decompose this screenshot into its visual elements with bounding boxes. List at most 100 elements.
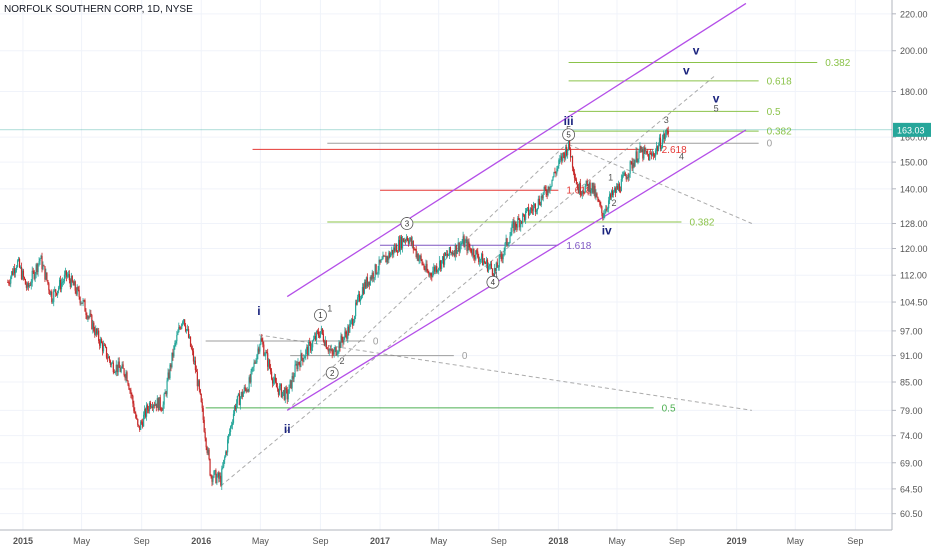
candle-body <box>548 186 550 191</box>
candle-body <box>531 209 534 211</box>
candle-body <box>24 279 27 285</box>
candle-body <box>252 366 254 368</box>
candle-body <box>208 449 210 460</box>
candle-body <box>483 261 485 266</box>
candle-body <box>604 213 606 215</box>
candle-body <box>146 405 149 410</box>
candle-body <box>101 339 103 343</box>
candle-body <box>416 253 418 258</box>
candle-body <box>377 270 379 274</box>
candle-body <box>308 342 310 356</box>
candle-body <box>575 179 578 185</box>
candle-body <box>613 188 616 192</box>
candle-body <box>48 283 50 291</box>
candle-body <box>269 359 271 369</box>
candle-body <box>15 269 17 274</box>
candle-body <box>205 438 207 448</box>
candle-body <box>99 340 101 346</box>
candle-body <box>501 257 503 260</box>
wave-label: 2 <box>339 356 344 366</box>
candle-body <box>664 134 666 139</box>
candle-body <box>289 380 291 385</box>
candle-body <box>551 179 553 186</box>
candle-body <box>124 375 126 379</box>
candle-body <box>241 392 243 397</box>
candle-body <box>22 270 25 278</box>
candle-body <box>230 425 233 427</box>
candle-body <box>444 252 447 256</box>
candle-body <box>533 203 536 207</box>
candle-body <box>50 291 52 295</box>
candle-body <box>436 266 438 273</box>
x-tick-label: May <box>73 536 91 546</box>
candle-body <box>307 346 309 356</box>
candle-body <box>97 330 99 334</box>
candle-body <box>592 182 594 193</box>
candle-body <box>537 198 539 209</box>
candle-body <box>643 147 645 159</box>
candle-body <box>136 417 138 420</box>
candle-body <box>568 138 570 150</box>
candle-body <box>223 459 225 467</box>
candle-body <box>299 363 301 367</box>
candle-body <box>54 289 56 291</box>
candle-body <box>45 272 47 280</box>
y-tick-label: 128.00 <box>900 219 928 229</box>
candle-body <box>653 153 655 156</box>
candle-body <box>49 290 51 295</box>
candle-body <box>191 348 194 352</box>
candle-body <box>175 341 177 343</box>
candle-body <box>135 413 137 418</box>
candle-body <box>119 367 121 372</box>
candle-body <box>356 297 359 303</box>
candle-body <box>69 280 71 288</box>
candle-body <box>283 390 285 400</box>
candle-body <box>398 239 400 253</box>
candle-body <box>584 185 586 193</box>
candle-body <box>35 264 37 274</box>
candle-body <box>160 408 162 410</box>
candle-body <box>611 190 614 195</box>
candle-body <box>20 266 23 279</box>
wave-label: 1 <box>327 303 332 313</box>
candle-body <box>256 354 258 363</box>
wave-label: 4 <box>679 152 684 162</box>
candle-body <box>566 147 568 156</box>
candle-body <box>166 380 168 395</box>
candle-body <box>115 364 117 373</box>
candle-body <box>120 368 122 372</box>
candle-body <box>106 357 109 359</box>
candle-body <box>441 256 444 261</box>
candle-body <box>385 255 387 263</box>
candle-body <box>298 362 300 364</box>
candle-body <box>144 409 147 417</box>
candle-body <box>147 409 150 411</box>
candle-body <box>389 252 391 257</box>
y-tick-label: 60.50 <box>900 509 923 519</box>
candle-body <box>472 249 474 255</box>
candle-body <box>331 349 333 354</box>
candle-body <box>101 342 104 352</box>
candle-body <box>364 282 366 288</box>
candle-body <box>382 255 384 260</box>
candle-body <box>133 403 135 412</box>
candle-body <box>70 275 72 288</box>
candle-body <box>293 376 295 379</box>
candle-body <box>558 160 560 167</box>
candle-body <box>393 247 395 255</box>
candle-body <box>14 268 16 274</box>
candle-body <box>291 376 293 389</box>
wave-label: v <box>683 64 690 78</box>
candle-body <box>589 182 591 194</box>
x-tick-label: Sep <box>312 536 328 546</box>
wave-label: 4 <box>493 271 498 281</box>
candle-body <box>606 208 608 210</box>
candle-body <box>549 187 551 191</box>
candle-body <box>200 393 202 403</box>
candle-body <box>608 200 610 209</box>
candle-body <box>82 300 84 304</box>
dashed-trend-line <box>220 74 717 487</box>
candle-body <box>186 329 189 330</box>
candle-body <box>261 338 263 342</box>
